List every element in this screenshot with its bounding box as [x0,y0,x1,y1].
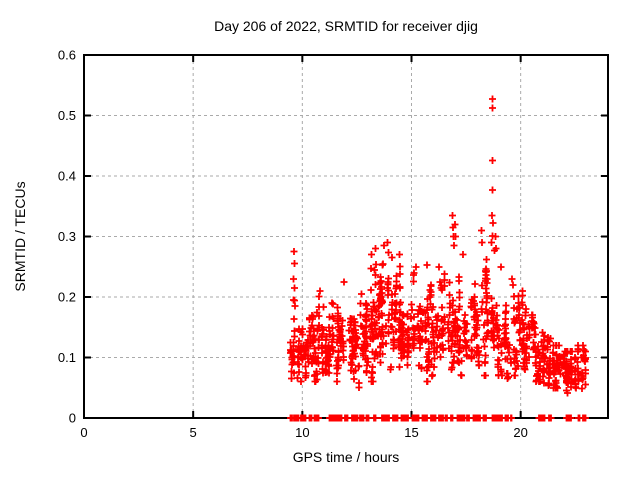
x-axis-label: GPS time / hours [293,449,400,465]
y-tick-label: 0.4 [58,169,76,184]
y-axis-label: SRMTID / TECUs [12,181,28,291]
scatter-data-points [287,95,589,397]
chart-title: Day 206 of 2022, SRMTID for receiver dji… [214,18,478,34]
y-tick-label: 0.5 [58,108,76,123]
y-tick-label: 0.3 [58,229,76,244]
baseline-zero-points [287,414,589,422]
y-tick-label: 0.1 [58,350,76,365]
x-tick-label: 5 [190,425,197,440]
x-tick-label: 0 [80,425,87,440]
y-tick-label: 0 [69,411,76,426]
tick-marks-layer [83,54,608,419]
y-tick-label: 0.6 [58,48,76,63]
x-tick-label: 15 [404,425,418,440]
y-tick-label: 0.2 [58,290,76,305]
x-tick-label: 20 [513,425,527,440]
x-tick-label: 10 [295,425,309,440]
tick-labels-layer: 0 5 10 15 20 0 0.1 0.2 0.3 0.4 0.5 0.6 [58,48,528,441]
